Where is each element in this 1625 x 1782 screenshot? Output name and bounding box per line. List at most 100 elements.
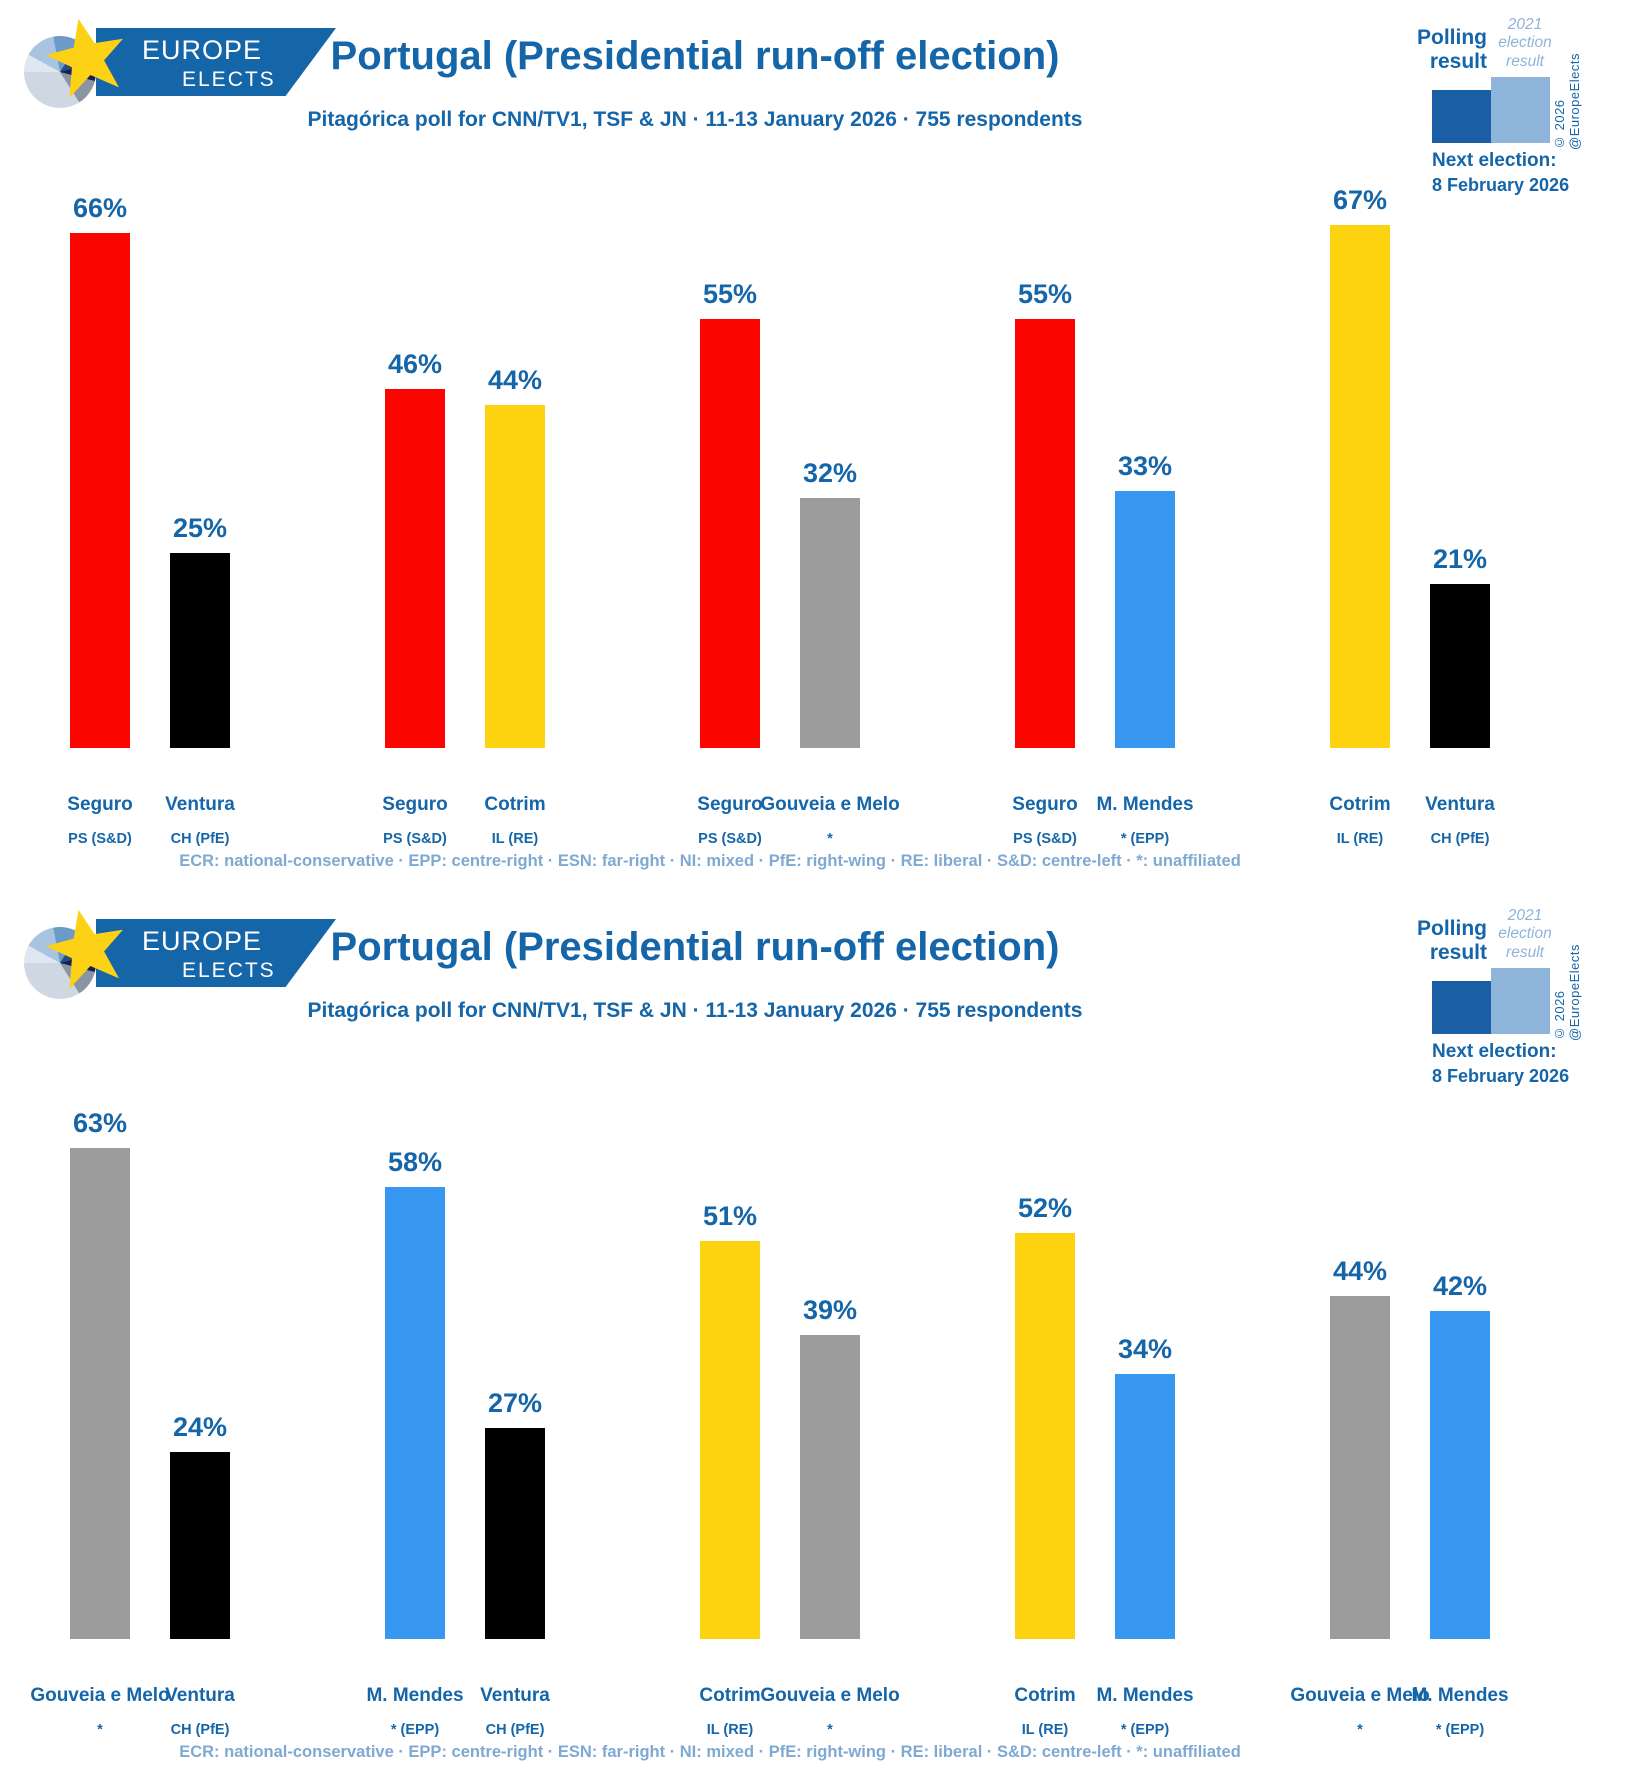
poll-bar bbox=[1430, 1311, 1490, 1639]
party-label: PS (S&D) bbox=[68, 831, 132, 847]
bar-column: 21% Ventura CH (PfE) bbox=[1425, 544, 1495, 847]
poll-bar bbox=[385, 389, 445, 748]
bar-value-label: 25% bbox=[172, 513, 228, 543]
run-off-pair: 46% Seguro PS (S&D) 44% Cotrim IL (RE) bbox=[382, 349, 545, 847]
poll-bar bbox=[700, 1241, 760, 1639]
bar-value-label: 44% bbox=[1332, 1255, 1388, 1286]
legend-2021-election-result-label: 2021 election result bbox=[1498, 907, 1552, 961]
candidate-label: Cotrim bbox=[699, 1685, 761, 1706]
bar-value-label: 42% bbox=[1432, 1271, 1488, 1302]
copyright-vertical-text: © 2026 @EuropeElects bbox=[1552, 943, 1582, 1041]
bar-column: 66% Seguro PS (S&D) bbox=[67, 193, 132, 847]
bar-value-label: 52% bbox=[1017, 1193, 1073, 1224]
bar-column: 25% Ventura CH (PfE) bbox=[165, 513, 235, 847]
poll-bar bbox=[170, 553, 230, 748]
legend-polling-result-label: Polling result bbox=[1417, 26, 1487, 74]
bar-value-label: 33% bbox=[1117, 450, 1173, 481]
party-label: * (EPP) bbox=[1435, 1722, 1485, 1738]
chart-title: Portugal (Presidential run-off election) bbox=[330, 34, 1060, 78]
legend-2021-election-result-label: 2021 election result bbox=[1498, 16, 1552, 70]
candidate-label: Seguro bbox=[1012, 794, 1078, 815]
candidate-label: Cotrim bbox=[1014, 1685, 1076, 1706]
party-label: CH (PfE) bbox=[1430, 831, 1490, 847]
party-label: IL (RE) bbox=[491, 831, 539, 847]
party-label: CH (PfE) bbox=[170, 1722, 230, 1738]
party-label: * bbox=[1357, 1722, 1363, 1738]
next-election-date: 8 February 2026 bbox=[1432, 175, 1570, 195]
candidate-label: Gouveia e Melo bbox=[30, 1685, 170, 1706]
poll-bar bbox=[1330, 225, 1390, 748]
election-result-swatch bbox=[1491, 968, 1550, 1034]
bar-value-label: 32% bbox=[802, 458, 858, 489]
run-off-pair: 63% Gouveia e Melo * 24% Ventura CH (PfE) bbox=[30, 1108, 235, 1738]
europe-elects-logo: EUROPE ELECTS bbox=[24, 20, 336, 108]
candidate-label: M. Mendes bbox=[1096, 794, 1194, 815]
party-label: IL (RE) bbox=[1336, 831, 1384, 847]
bar-column: 44% Cotrim IL (RE) bbox=[484, 365, 545, 847]
candidate-label: Ventura bbox=[165, 1685, 235, 1706]
bar-column: 39% Gouveia e Melo * bbox=[760, 1295, 899, 1738]
bar-plot: 66% Seguro PS (S&D) 25% Ventura CH (PfE) 46% Se… bbox=[67, 185, 1495, 847]
chart-subtitle: Pitagórica poll for CNN/TV1, TSF & JN · … bbox=[307, 108, 1083, 131]
candidate-label: M. Mendes bbox=[366, 1685, 464, 1706]
bar-column: 51% Cotrim IL (RE) bbox=[699, 1201, 760, 1738]
next-election-label: Next election: bbox=[1432, 1041, 1557, 1062]
poll-bar bbox=[1015, 319, 1075, 748]
copyright-vertical-text: © 2026 @EuropeElects bbox=[1552, 52, 1582, 150]
bar-value-label: 55% bbox=[1017, 279, 1073, 309]
bar-value-label: 27% bbox=[487, 1388, 543, 1419]
candidate-label: M. Mendes bbox=[1096, 1685, 1194, 1706]
poll-bar bbox=[1430, 584, 1490, 748]
logo-europe-text: EUROPE bbox=[142, 926, 263, 956]
logo-europe-text: EUROPE bbox=[142, 35, 263, 65]
bar-plot: 63% Gouveia e Melo * 24% Ventura CH (PfE) 58% M… bbox=[30, 1099, 1508, 1738]
polling-result-swatch bbox=[1432, 90, 1493, 143]
bar-column: 44% Gouveia e Melo * bbox=[1290, 1256, 1429, 1738]
candidate-label: Seguro bbox=[697, 794, 763, 815]
chart-subtitle: Pitagórica poll for CNN/TV1, TSF & JN · … bbox=[307, 999, 1083, 1022]
candidate-label: Seguro bbox=[382, 794, 448, 815]
candidate-label: Cotrim bbox=[1329, 794, 1391, 815]
next-election-label: Next election: bbox=[1432, 150, 1557, 171]
candidate-label: Gouveia e Melo bbox=[760, 794, 900, 815]
bar-column: 33% M. Mendes * (EPP) bbox=[1096, 451, 1193, 847]
poll-bar bbox=[1330, 1295, 1390, 1639]
party-label: PS (S&D) bbox=[1013, 831, 1077, 847]
party-label: * bbox=[827, 1722, 833, 1738]
bar-column: 46% Seguro PS (S&D) bbox=[382, 349, 447, 847]
poll-bar bbox=[700, 319, 760, 748]
party-label: * (EPP) bbox=[1120, 1722, 1170, 1738]
candidate-label: Ventura bbox=[1425, 794, 1495, 815]
bar-column: 52% Cotrim IL (RE) bbox=[1014, 1193, 1075, 1738]
bar-column: 42% M. Mendes * (EPP) bbox=[1411, 1271, 1508, 1738]
poll-bar bbox=[170, 1451, 230, 1639]
chart-title: Portugal (Presidential run-off election) bbox=[330, 925, 1060, 969]
bar-column: 32% Gouveia e Melo * bbox=[760, 458, 899, 847]
candidate-label: Gouveia e Melo bbox=[760, 1685, 900, 1706]
bar-value-label: 63% bbox=[72, 1107, 128, 1138]
chart-section: EUROPE ELECTS Portugal (Presidential run… bbox=[24, 10, 1582, 870]
bar-value-label: 24% bbox=[172, 1411, 228, 1442]
poll-bar bbox=[70, 1147, 130, 1639]
logo-elects-text: ELECTS bbox=[182, 68, 276, 91]
candidate-label: Ventura bbox=[480, 1685, 550, 1706]
run-off-pair: 58% M. Mendes * (EPP) 27% Ventura CH (PfE) bbox=[366, 1147, 549, 1738]
bar-value-label: 66% bbox=[72, 193, 128, 224]
next-election-date: 8 February 2026 bbox=[1432, 1066, 1570, 1086]
party-label: CH (PfE) bbox=[485, 1722, 545, 1738]
bar-value-label: 21% bbox=[1432, 544, 1488, 575]
candidate-label: Gouveia e Melo bbox=[1290, 1685, 1430, 1706]
run-off-pair: 52% Cotrim IL (RE) 34% M. Mendes * (EPP) bbox=[1014, 1193, 1193, 1738]
bar-value-label: 67% bbox=[1332, 185, 1388, 216]
group-abbreviation-footnote: ECR: national-conservative · EPP: centre… bbox=[179, 1743, 1241, 1761]
bar-value-label: 39% bbox=[802, 1294, 858, 1325]
bar-value-label: 44% bbox=[487, 364, 543, 395]
bar-column: 24% Ventura CH (PfE) bbox=[165, 1412, 235, 1738]
bar-value-label: 46% bbox=[387, 349, 443, 380]
bar-column: 58% M. Mendes * (EPP) bbox=[366, 1147, 463, 1738]
bar-column: 34% M. Mendes * (EPP) bbox=[1096, 1334, 1193, 1738]
bar-value-label: 51% bbox=[702, 1201, 758, 1232]
bar-value-label: 58% bbox=[387, 1146, 443, 1177]
run-off-pair: 55% Seguro PS (S&D) 32% Gouveia e Melo * bbox=[697, 279, 899, 847]
